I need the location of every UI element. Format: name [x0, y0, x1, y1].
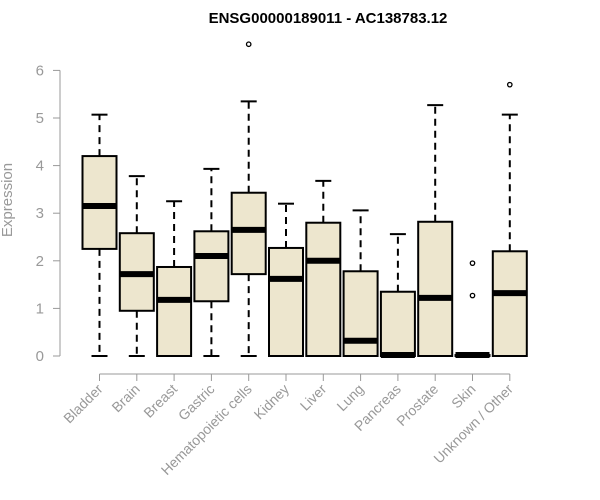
outlier-point — [506, 81, 513, 88]
box-body — [81, 155, 118, 250]
box-liver — [305, 179, 342, 357]
y-tick-label: 0 — [36, 348, 44, 365]
box-body — [417, 220, 454, 357]
y-tick-label: 4 — [36, 158, 44, 175]
box-body — [491, 250, 528, 357]
box-prostate — [417, 104, 454, 357]
box-body — [305, 221, 342, 357]
x-tick-label: Brain — [108, 381, 142, 415]
x-tick-label: Prostate — [393, 381, 441, 429]
box-gastric — [193, 167, 230, 357]
box-breast — [156, 200, 193, 358]
x-tick-label: Liver — [297, 381, 330, 414]
y-tick-label: 1 — [36, 300, 44, 317]
x-tick-label: Kidney — [251, 381, 293, 423]
x-tick-label: Skin — [448, 381, 479, 412]
outlier-point — [245, 41, 252, 48]
y-tick-label: 6 — [36, 62, 44, 79]
box-lung — [342, 209, 379, 357]
box-skin — [454, 260, 491, 359]
y-axis: 0 1 2 3 4 5 6 — [36, 62, 61, 365]
y-tick-label: 3 — [36, 205, 44, 222]
y-tick-label: 5 — [36, 110, 44, 127]
box-brain — [118, 175, 155, 357]
box-pancreas — [379, 233, 416, 359]
box-unknown-other — [491, 81, 528, 357]
x-tick-label: Breast — [140, 381, 180, 421]
box-body — [268, 246, 304, 357]
chart-title: ENSG00000189011 - AC138783.12 — [209, 10, 448, 27]
y-tick-label: 2 — [36, 253, 44, 270]
box-body — [193, 230, 230, 303]
outlier-point — [469, 260, 476, 267]
box-kidney — [268, 202, 304, 357]
y-axis-label: Expression — [0, 163, 16, 237]
box-body — [379, 290, 416, 357]
box-hematopoietic-cells — [230, 41, 267, 357]
box-body — [156, 265, 193, 358]
box-bladder — [81, 113, 118, 357]
outlier-point — [469, 292, 476, 299]
x-tick-label: Bladder — [60, 381, 106, 427]
box-body — [230, 191, 267, 276]
boxes-group — [81, 41, 528, 359]
x-tick-label: Lung — [333, 381, 366, 414]
